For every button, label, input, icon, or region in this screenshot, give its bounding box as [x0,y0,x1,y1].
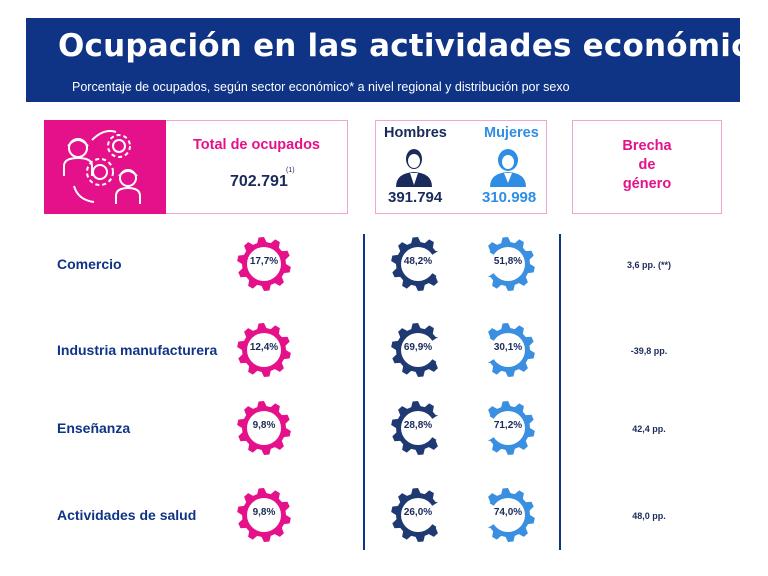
divider-left [363,234,365,550]
gear-icon [237,401,291,455]
men-share-gear: 69,9% [390,322,446,378]
total-occupied-value: 702.791 [230,173,288,190]
gender-gap-value: 42,4 pp. [632,424,666,434]
man-avatar-icon [396,149,432,187]
men-label: Hombres [384,125,447,141]
men-value: 391.794 [388,189,443,206]
page-subtitle: Porcentaje de ocupados, según sector eco… [72,80,570,94]
gear-icon [391,237,446,291]
men-share-gear-value: 28,8% [403,420,433,431]
gear-icon [480,401,535,455]
sector-label: Actividades de salud [57,507,197,523]
gender-gap-value: -39,8 pp. [630,346,668,356]
women-share-gear-value: 30,1% [493,342,523,353]
women-value: 310.998 [482,189,537,206]
sector-share-gear-value: 9,8% [252,507,276,518]
sector-share-gear: 9,8% [236,487,292,543]
gender-gap-card: Brecha de género [572,120,722,214]
gear-icon [480,323,535,377]
men-share-gear-value: 26,0% [403,507,433,518]
sector-share-gear: 17,7% [236,236,292,292]
men-share-gear-value: 69,9% [403,342,433,353]
total-occupied-note: (1) [286,167,295,174]
gear-icon [480,237,535,291]
sector-share-gear-value: 12,4% [249,342,279,353]
page-title: Ocupación en las actividades económicas [58,28,768,64]
gender-gap-label-line: Brecha [622,138,672,154]
gender-gap-value: 3,6 pp. (**) [626,260,671,270]
gear-icon [391,488,446,542]
women-label: Mujeres [484,125,539,141]
women-share-gear-value: 74,0% [493,507,523,518]
gear-icon [237,237,291,291]
sector-share-gear-value: 17,7% [249,256,279,267]
header-banner: Ocupación en las actividades económicas … [26,18,768,102]
woman-avatar-icon [490,149,526,187]
women-share-gear: 51,8% [480,236,536,292]
divider-right [559,234,561,550]
men-share-gear: 28,8% [390,400,446,456]
sector-share-gear-value: 9,8% [252,420,276,431]
gear-icon [391,401,446,455]
men-share-gear: 48,2% [390,236,446,292]
sector-share-gear: 9,8% [236,400,292,456]
sector-label: Enseñanza [57,420,131,436]
gender-gap-label-line: género [622,176,672,192]
women-share-gear-value: 71,2% [493,420,523,431]
gear-icon [237,488,291,542]
workers-gears-icon [44,120,166,214]
men-share-gear-value: 48,2% [403,256,433,267]
gear-icon [480,488,535,542]
gear-icon [237,323,291,377]
total-occupied-card: Total de ocupados 702.791 (1) [166,120,348,214]
gender-gap-label-line: de [638,157,656,173]
women-share-gear-value: 51,8% [493,256,523,267]
women-share-gear: 71,2% [480,400,536,456]
gender-gap-label: Brecha de género [573,137,721,194]
men-share-gear: 26,0% [390,487,446,543]
gear-icon [391,323,446,377]
women-share-gear: 74,0% [480,487,536,543]
sex-distribution-card: Hombres Mujeres 391.794 310.998 [375,120,547,214]
gender-gap-value: 48,0 pp. [632,511,666,521]
sector-share-gear: 12,4% [236,322,292,378]
sector-label: Industria manufacturera [57,342,218,358]
women-share-gear: 30,1% [480,322,536,378]
total-occupied-label: Total de ocupados [192,137,321,153]
sector-label: Comercio [57,256,122,272]
